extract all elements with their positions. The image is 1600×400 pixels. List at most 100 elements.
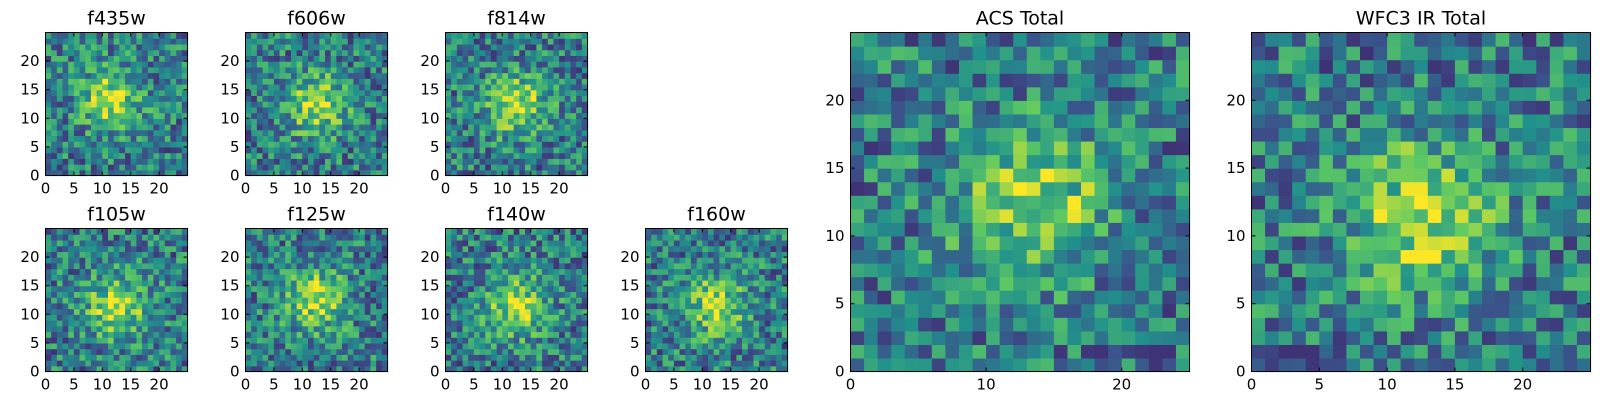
heatmap-cell xyxy=(307,245,315,252)
heatmap-cell xyxy=(781,279,789,287)
heatmap-cell xyxy=(68,89,75,97)
heatmap-cell xyxy=(485,337,492,344)
heatmap-cell xyxy=(1067,330,1082,345)
heatmap-cell xyxy=(645,251,652,258)
heatmap-cell xyxy=(68,146,75,154)
heatmap-cell xyxy=(347,302,355,310)
heatmap-cell xyxy=(73,274,81,281)
heatmap-cell xyxy=(850,276,865,291)
heatmap-cell xyxy=(96,124,103,131)
heatmap-cell xyxy=(445,325,452,333)
heatmap-cell xyxy=(1162,235,1177,251)
heatmap-cell xyxy=(85,365,92,373)
heatmap-cell xyxy=(553,101,560,108)
heatmap-cell xyxy=(147,49,155,56)
heatmap-cell xyxy=(547,32,555,39)
heatmap-cell xyxy=(142,83,149,91)
heatmap-cell xyxy=(256,262,264,270)
heatmap-cell xyxy=(1135,344,1150,359)
heatmap-cell xyxy=(507,158,515,165)
heatmap-cell xyxy=(370,124,377,131)
heatmap-cell xyxy=(525,38,532,45)
heatmap-cell xyxy=(370,302,377,310)
heatmap-cell xyxy=(986,222,1001,237)
heatmap-cell xyxy=(513,112,520,119)
heatmap-cell xyxy=(530,135,537,142)
heatmap-cell xyxy=(51,257,58,264)
heatmap-cell xyxy=(56,169,64,177)
heatmap-cell xyxy=(330,331,337,338)
heatmap-cell xyxy=(1148,357,1163,373)
heatmap-cell xyxy=(468,342,475,350)
heatmap-cell xyxy=(268,314,275,321)
heatmap-cell xyxy=(130,342,137,350)
heatmap-cell xyxy=(451,118,458,125)
heatmap-cell xyxy=(364,285,372,293)
heatmap-cell xyxy=(262,78,269,85)
heatmap-cell xyxy=(918,276,933,291)
heatmap-cell xyxy=(130,118,137,125)
heatmap-cell xyxy=(313,228,320,235)
heatmap-cell xyxy=(462,365,469,373)
heatmap-cell xyxy=(764,302,772,310)
heatmap-cell xyxy=(999,344,1014,359)
y-tick-label: 20 xyxy=(620,248,639,266)
heatmap-cell xyxy=(170,135,177,142)
heatmap-cell xyxy=(1053,235,1069,251)
heatmap-cell xyxy=(85,360,92,367)
heatmap-cell xyxy=(542,158,549,165)
heatmap-cell xyxy=(79,302,86,310)
heatmap-cell xyxy=(245,274,252,281)
heatmap-cell xyxy=(542,325,549,333)
heatmap-cell xyxy=(353,302,360,310)
heatmap-cell xyxy=(525,146,532,154)
heatmap-cell xyxy=(96,251,103,258)
heatmap-cell xyxy=(130,262,137,270)
heatmap-cell xyxy=(485,297,492,304)
heatmap-cell xyxy=(147,268,155,275)
heatmap-cell xyxy=(342,101,349,108)
heatmap-cell xyxy=(451,348,458,355)
heatmap-cell xyxy=(68,337,75,344)
heatmap-cell xyxy=(999,357,1014,373)
heatmap-cell xyxy=(153,320,160,327)
heatmap-cell xyxy=(290,257,298,264)
heatmap-cell xyxy=(570,135,577,142)
heatmap-cell xyxy=(972,195,987,210)
heatmap-cell xyxy=(462,245,469,252)
heatmap-cell xyxy=(296,342,303,350)
heatmap-cell xyxy=(725,342,732,350)
heatmap-cell xyxy=(325,337,332,344)
heatmap-cell xyxy=(273,331,281,338)
heatmap-cell xyxy=(645,302,652,310)
heatmap-cell xyxy=(68,308,75,315)
heatmap-cell xyxy=(164,274,172,281)
heatmap-cell xyxy=(125,291,132,298)
heatmap-cell xyxy=(125,66,132,74)
heatmap-cell xyxy=(342,228,349,235)
heatmap-cell xyxy=(1067,195,1082,210)
heatmap-cell xyxy=(576,78,583,85)
heatmap-cell xyxy=(707,228,715,235)
heatmap-cell xyxy=(445,101,452,108)
heatmap-cell xyxy=(347,89,355,97)
heatmap-cell xyxy=(559,106,566,114)
heatmap-cell xyxy=(353,135,360,142)
heatmap-cell xyxy=(904,181,919,196)
heatmap-cell xyxy=(776,234,783,241)
heatmap-cell xyxy=(656,314,664,321)
heatmap-cell xyxy=(45,38,52,45)
heatmap-cell xyxy=(564,158,572,165)
heatmap-cell xyxy=(285,337,292,344)
heatmap-cell xyxy=(307,279,315,287)
heatmap-cell xyxy=(918,317,933,332)
heatmap-cell xyxy=(490,55,498,62)
heatmap-cell xyxy=(268,78,275,85)
heatmap-cell xyxy=(764,297,772,304)
heatmap-cell xyxy=(490,297,498,304)
heatmap-cell xyxy=(56,325,64,333)
heatmap-cell xyxy=(525,55,532,62)
heatmap-cell xyxy=(451,291,458,298)
heatmap-cell xyxy=(73,360,81,367)
heatmap-cell xyxy=(999,195,1014,210)
